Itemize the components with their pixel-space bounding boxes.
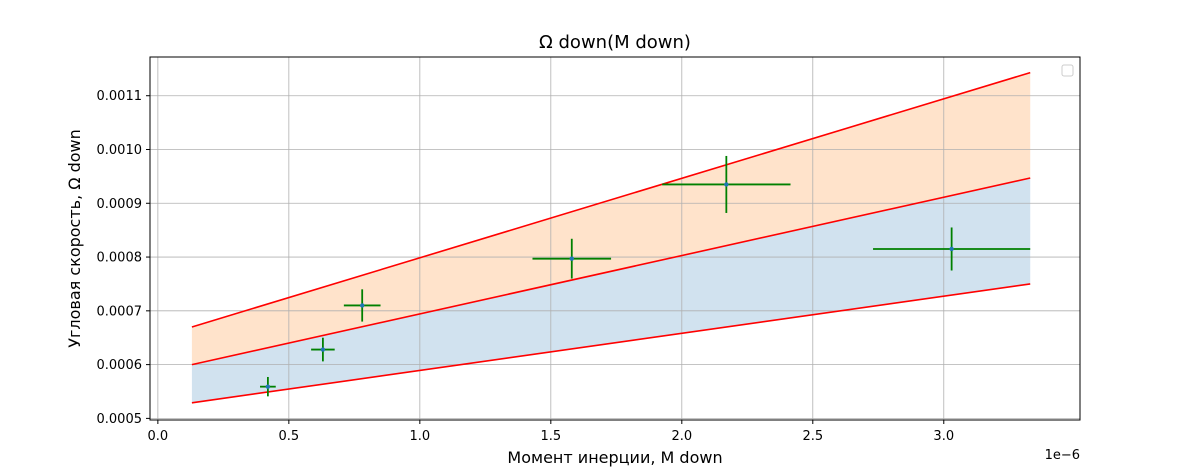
x-axis-offset-label: 1e−6 bbox=[1045, 448, 1080, 463]
x-tick-label-3: 1.5 bbox=[540, 429, 561, 444]
band-fills bbox=[191, 72, 1031, 403]
x-tick-label-0: 0.0 bbox=[148, 429, 169, 444]
y-axis-ticks: 0.0005 0.0006 0.0007 0.0008 0.0009 0.0010 0.00… bbox=[97, 89, 150, 427]
chart-title: Ω down(M down) bbox=[539, 32, 691, 53]
fit-line-lower bbox=[191, 283, 1031, 404]
data-point-3 bbox=[532, 238, 612, 279]
data-point-1 bbox=[311, 337, 335, 362]
point-marker-2 bbox=[359, 303, 365, 308]
band-fill-0 bbox=[191, 72, 1031, 365]
x-axis-label: Момент инерции, M down bbox=[507, 448, 722, 467]
band-fill-1 bbox=[191, 178, 1031, 403]
y-tick-label-1: 0.0006 bbox=[97, 358, 143, 373]
x-tick-label-1: 0.5 bbox=[279, 429, 300, 444]
y-tick-label-3: 0.0008 bbox=[97, 251, 143, 266]
y-axis-label: Угловая скорость, Ω down bbox=[65, 129, 84, 348]
x-tick-label-5: 2.5 bbox=[802, 429, 823, 444]
point-marker-0 bbox=[265, 384, 271, 389]
point-marker-1 bbox=[320, 347, 326, 352]
x-tick-label-6: 3.0 bbox=[933, 429, 954, 444]
fit-line-upper bbox=[191, 71, 1031, 328]
y-tick-label-4: 0.0009 bbox=[97, 197, 143, 212]
x-axis-ticks: 0.0 0.5 1.0 1.5 2.0 2.5 3.0 bbox=[148, 420, 954, 444]
data-points bbox=[260, 155, 1031, 397]
point-marker-3 bbox=[569, 256, 574, 261]
x-tick-label-2: 1.0 bbox=[409, 429, 430, 444]
legend-box[interactable] bbox=[1061, 64, 1074, 77]
grid bbox=[150, 57, 1080, 420]
data-point-4 bbox=[662, 155, 791, 213]
fit-line-middle bbox=[191, 177, 1031, 366]
y-tick-label-2: 0.0007 bbox=[97, 304, 143, 319]
y-tick-label-0: 0.0005 bbox=[97, 412, 143, 427]
point-marker-5 bbox=[949, 246, 954, 252]
fit-lines bbox=[191, 71, 1031, 404]
y-tick-label-5: 0.0010 bbox=[97, 143, 143, 158]
x-tick-label-4: 2.0 bbox=[671, 429, 692, 444]
data-point-5 bbox=[873, 227, 1031, 271]
data-point-2 bbox=[343, 289, 381, 322]
data-point-0 bbox=[260, 376, 276, 397]
point-marker-4 bbox=[724, 182, 729, 187]
plot-frame bbox=[149, 56, 1081, 421]
y-tick-label-6: 0.0011 bbox=[97, 89, 143, 104]
